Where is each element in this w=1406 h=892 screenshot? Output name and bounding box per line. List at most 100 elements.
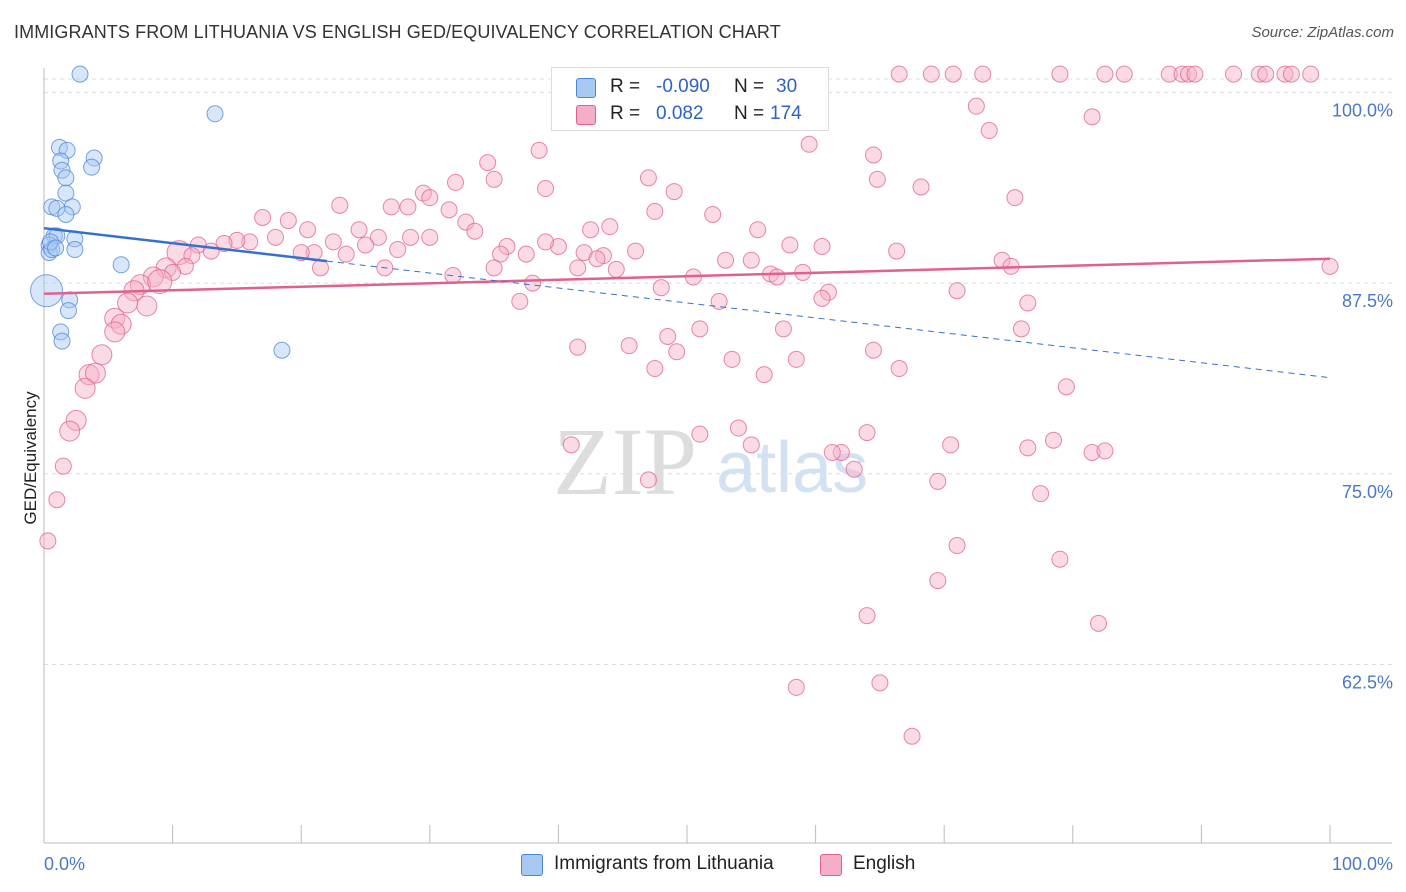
x-tick-label: 100.0% — [1332, 854, 1393, 874]
english-point — [517, 245, 535, 263]
english-point — [39, 532, 57, 550]
lithuania-point — [58, 141, 76, 159]
english-point — [607, 260, 625, 278]
english-point — [1083, 443, 1101, 461]
english-point — [479, 154, 497, 172]
english-point — [948, 537, 966, 555]
english-point — [1115, 65, 1133, 83]
english-point — [562, 436, 580, 454]
r-value: 0.082 — [656, 103, 704, 124]
english-point — [202, 242, 220, 260]
r-label: R = — [610, 103, 641, 124]
english-point — [59, 420, 81, 442]
english-point — [858, 424, 876, 442]
lithuania-point — [52, 152, 70, 170]
english-point — [944, 65, 962, 83]
english-point — [78, 364, 100, 386]
english-point — [749, 221, 767, 239]
english-point — [337, 245, 355, 263]
english-point — [668, 343, 686, 361]
lithuania-point — [53, 161, 71, 179]
english-point — [1051, 65, 1069, 83]
english-point — [627, 242, 645, 260]
english-point — [1257, 65, 1275, 83]
english-point — [350, 221, 368, 239]
lithuania-point — [83, 158, 101, 176]
english-point — [1019, 294, 1037, 312]
trend-lines — [43, 226, 1331, 379]
english-point — [299, 221, 317, 239]
english-point — [421, 228, 439, 246]
english-point — [266, 228, 284, 246]
english-point — [864, 146, 882, 164]
english-point — [1173, 65, 1191, 83]
x-tick-label: 0.0% — [44, 854, 85, 874]
n-label: N = — [734, 76, 765, 97]
english-point — [974, 65, 992, 83]
watermark: ZIP atlas — [553, 408, 868, 515]
legend-swatch-pink — [820, 854, 842, 876]
english-point — [129, 274, 151, 296]
english-point — [787, 678, 805, 696]
english-point — [813, 237, 831, 255]
english-point — [511, 292, 529, 310]
english-point — [858, 607, 876, 625]
english-point — [967, 97, 985, 115]
english-point — [980, 122, 998, 140]
english-point — [136, 295, 158, 317]
english-point — [485, 170, 503, 188]
english-point — [922, 65, 940, 83]
english-point — [823, 443, 841, 461]
english-point — [704, 205, 722, 223]
r-value: -0.090 — [656, 76, 710, 97]
english-point — [912, 178, 930, 196]
english-point — [569, 259, 587, 277]
lithuania-point — [57, 205, 75, 223]
english-point — [742, 436, 760, 454]
english-point — [1051, 550, 1069, 568]
english-point — [717, 251, 735, 269]
lithuania-point — [273, 341, 291, 359]
english-point — [485, 259, 503, 277]
english-point — [582, 221, 600, 239]
lithuania-point — [112, 256, 130, 274]
english-point — [620, 337, 638, 355]
english-point — [382, 198, 400, 216]
english-point — [492, 245, 510, 263]
english-point — [742, 251, 760, 269]
english-point — [389, 241, 407, 259]
english-point — [183, 247, 201, 265]
english-point — [147, 269, 173, 295]
english-point — [324, 233, 342, 251]
english-trend-line — [43, 257, 1331, 296]
english-point — [871, 674, 889, 692]
english-point — [813, 289, 831, 307]
english-point — [65, 409, 87, 431]
english-point — [549, 237, 567, 255]
stats-box: R = -0.090 N = 30 R = 0.082 N = 174 — [551, 67, 829, 131]
english-point — [1282, 65, 1300, 83]
legend: Immigrants from Lithuania English — [0, 851, 1406, 881]
english-point — [1321, 257, 1339, 275]
english-point — [864, 341, 882, 359]
english-point — [331, 196, 349, 214]
chart-source: Source: ZipAtlas.com — [1251, 24, 1394, 41]
english-point — [832, 443, 850, 461]
english-point — [800, 135, 818, 153]
english-point — [164, 263, 182, 281]
english-point — [74, 377, 96, 399]
english-point — [1096, 65, 1114, 83]
english-point — [1057, 378, 1075, 396]
lithuania-point — [30, 274, 64, 308]
lithuania-trend-extension — [326, 260, 1331, 379]
english-point — [402, 228, 420, 246]
english-point — [1096, 442, 1114, 460]
stats-row-english: R = 0.082 N = 174 — [552, 101, 828, 128]
english-point — [1012, 320, 1030, 338]
chart-title: IMMIGRANTS FROM LITHUANIA VS ENGLISH GED… — [14, 22, 781, 42]
n-label: N = — [734, 103, 765, 124]
english-point — [311, 259, 329, 277]
stats-row-lithuania: R = -0.090 N = 30 — [552, 74, 828, 101]
data-points — [30, 65, 1339, 745]
stats-swatch-blue — [576, 78, 596, 98]
